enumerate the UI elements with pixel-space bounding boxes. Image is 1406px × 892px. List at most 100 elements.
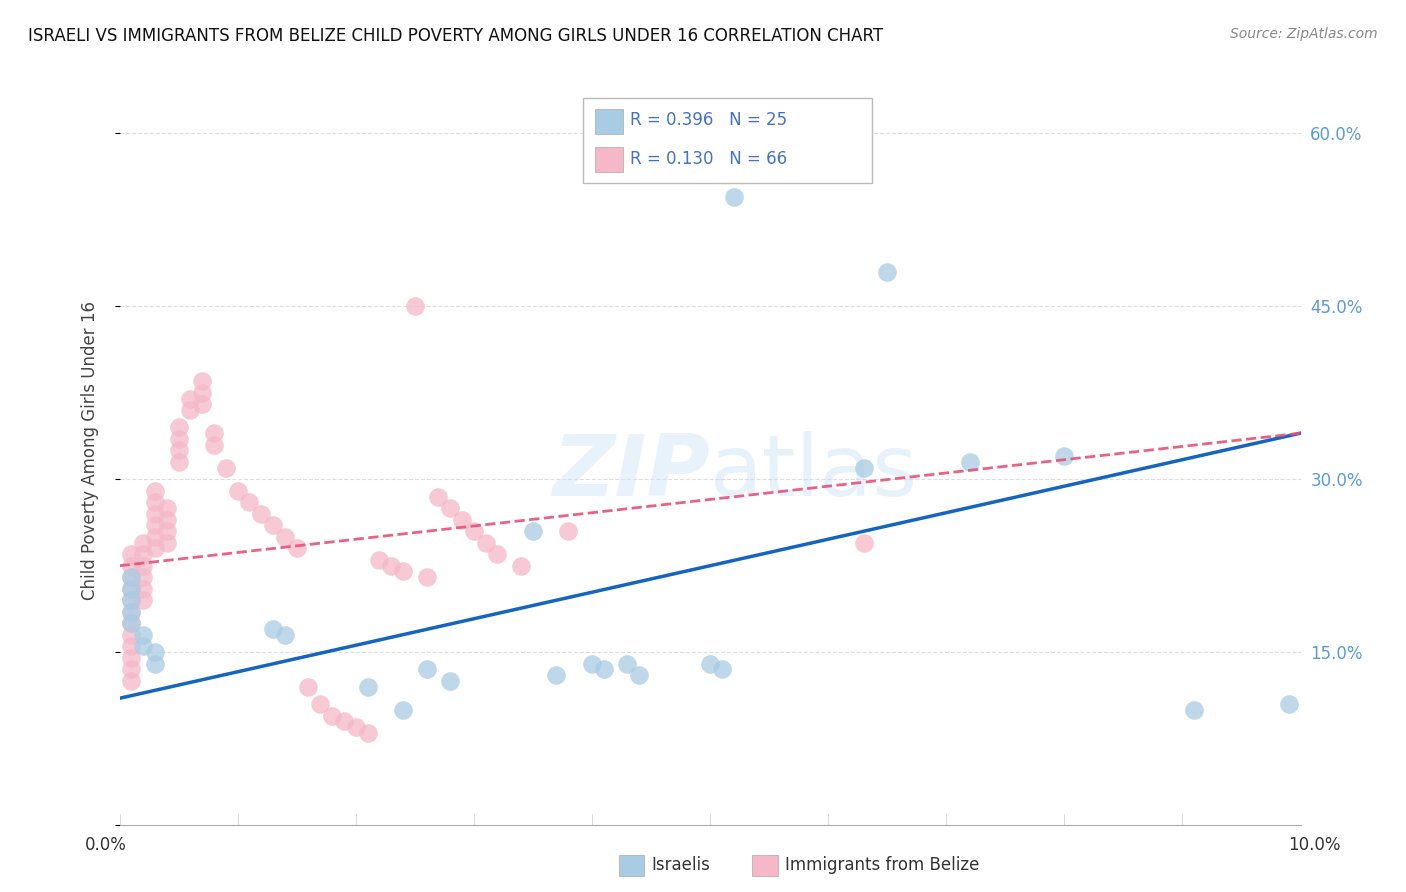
Point — [392, 703, 415, 717]
Point — [132, 558, 155, 573]
Point — [120, 582, 142, 596]
Point — [120, 558, 142, 573]
Text: Source: ZipAtlas.com: Source: ZipAtlas.com — [1230, 27, 1378, 41]
Text: Israelis: Israelis — [651, 856, 710, 874]
Point — [120, 640, 142, 654]
Point — [156, 524, 179, 538]
Point — [581, 657, 603, 671]
Point — [262, 518, 284, 533]
Point — [392, 565, 415, 579]
Point — [132, 640, 155, 654]
Point — [167, 420, 190, 434]
Point — [451, 513, 474, 527]
Point — [333, 714, 356, 729]
Point — [132, 593, 155, 607]
Point — [404, 299, 426, 313]
Point — [143, 530, 166, 544]
Point — [1182, 703, 1205, 717]
Point — [297, 680, 319, 694]
Point — [415, 570, 437, 584]
Point — [959, 455, 981, 469]
Point — [852, 460, 875, 475]
Point — [238, 495, 260, 509]
Point — [132, 535, 155, 549]
Point — [156, 501, 179, 516]
Point — [546, 668, 568, 682]
Point — [120, 605, 142, 619]
Point — [474, 535, 496, 549]
Point — [120, 605, 142, 619]
Point — [191, 374, 214, 388]
Point — [852, 535, 875, 549]
Point — [179, 392, 201, 406]
Point — [191, 385, 214, 400]
Point — [415, 663, 437, 677]
Text: ISRAELI VS IMMIGRANTS FROM BELIZE CHILD POVERTY AMONG GIRLS UNDER 16 CORRELATION: ISRAELI VS IMMIGRANTS FROM BELIZE CHILD … — [28, 27, 883, 45]
Point — [167, 432, 190, 446]
Point — [285, 541, 308, 556]
Y-axis label: Child Poverty Among Girls Under 16: Child Poverty Among Girls Under 16 — [80, 301, 98, 600]
Text: 0.0%: 0.0% — [84, 836, 127, 854]
Point — [120, 663, 142, 677]
Point — [368, 553, 391, 567]
Point — [120, 616, 142, 631]
Point — [143, 495, 166, 509]
Point — [510, 558, 533, 573]
Point — [156, 513, 179, 527]
Point — [274, 628, 297, 642]
Point — [356, 680, 378, 694]
Text: ZIP: ZIP — [553, 432, 710, 515]
Point — [439, 501, 461, 516]
Point — [427, 490, 450, 504]
Point — [463, 524, 485, 538]
Point — [356, 726, 378, 740]
Point — [167, 443, 190, 458]
Point — [522, 524, 544, 538]
Point — [309, 697, 332, 711]
Point — [120, 628, 142, 642]
Point — [143, 483, 166, 498]
Point — [215, 460, 238, 475]
Point — [132, 582, 155, 596]
Point — [143, 541, 166, 556]
Point — [321, 708, 343, 723]
Point — [132, 547, 155, 561]
Text: R = 0.130   N = 66: R = 0.130 N = 66 — [630, 150, 787, 168]
Point — [167, 455, 190, 469]
Point — [250, 507, 273, 521]
Text: 10.0%: 10.0% — [1288, 836, 1341, 854]
Point — [380, 558, 402, 573]
Point — [202, 438, 225, 452]
Point — [120, 582, 142, 596]
Point — [120, 570, 142, 584]
Point — [274, 530, 297, 544]
Point — [120, 593, 142, 607]
Point — [120, 593, 142, 607]
Text: Immigrants from Belize: Immigrants from Belize — [785, 856, 979, 874]
Point — [120, 616, 142, 631]
Point — [143, 657, 166, 671]
Point — [439, 673, 461, 688]
Point — [344, 720, 367, 734]
Point — [179, 403, 201, 417]
Point — [143, 645, 166, 659]
Point — [723, 190, 745, 204]
Point — [262, 622, 284, 636]
Point — [616, 657, 638, 671]
Point — [876, 265, 898, 279]
Point — [132, 628, 155, 642]
Point — [120, 570, 142, 584]
Point — [156, 535, 179, 549]
Text: atlas: atlas — [710, 432, 918, 515]
Point — [226, 483, 249, 498]
Point — [143, 518, 166, 533]
Point — [486, 547, 509, 561]
Point — [1053, 449, 1076, 463]
Point — [120, 651, 142, 665]
Point — [143, 507, 166, 521]
Point — [699, 657, 721, 671]
Point — [592, 663, 614, 677]
Point — [132, 570, 155, 584]
Text: R = 0.396   N = 25: R = 0.396 N = 25 — [630, 112, 787, 129]
Point — [1278, 697, 1301, 711]
